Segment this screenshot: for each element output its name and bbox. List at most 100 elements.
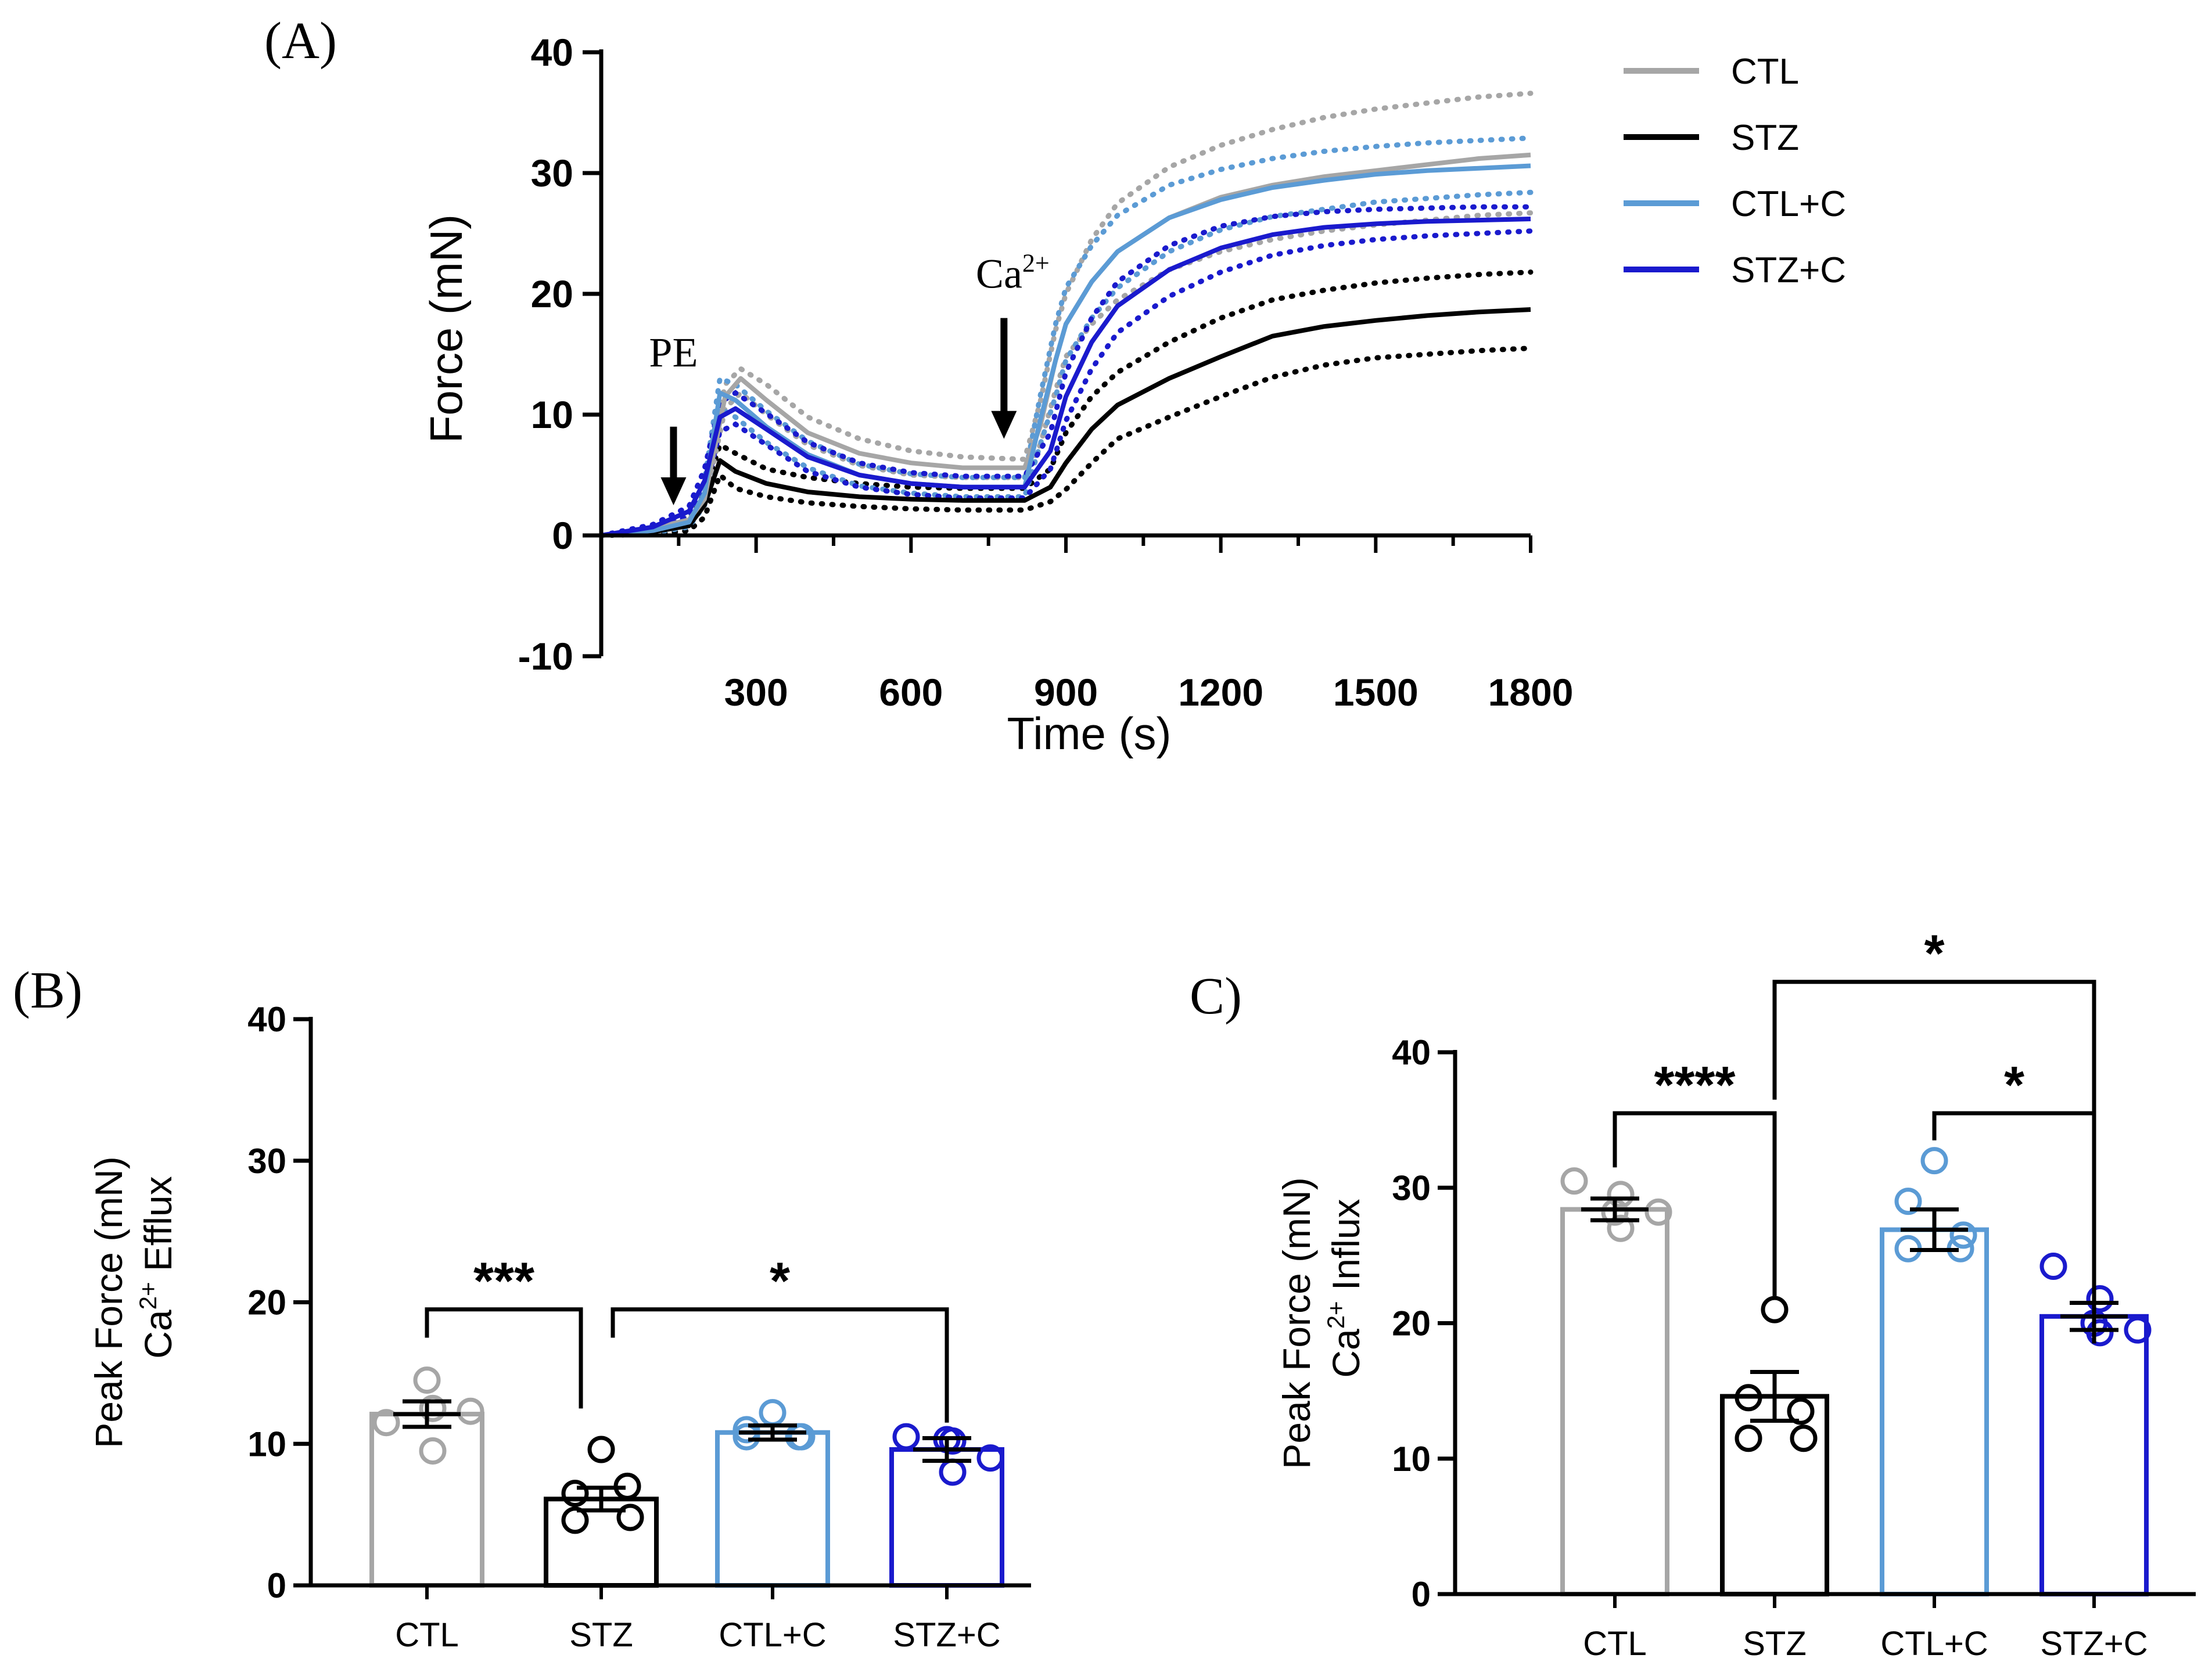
data-point-ctl xyxy=(413,1366,441,1394)
legend-label-ctl: CTL xyxy=(1731,52,1799,92)
y-tick-label: 10 xyxy=(531,393,573,436)
x-tick-label: 1500 xyxy=(1333,671,1419,714)
y-tick-label: 30 xyxy=(1392,1168,1431,1207)
bar-stz xyxy=(1720,1394,1829,1597)
bar-stz-plus-c xyxy=(2039,1314,2149,1596)
data-point-stz xyxy=(587,1436,615,1463)
bar-chart-panel-b: CTL STZ CTL+C STZ+C 0 10 20 30 40 Peak Force (mN)… xyxy=(87,1000,1031,1654)
data-point-stz-plus-c xyxy=(2086,1319,2114,1347)
legend-label-ctl-plus-c: CTL+C xyxy=(1731,184,1846,224)
bar-ctl-plus-c xyxy=(1880,1227,1989,1597)
x-tick-label: 1800 xyxy=(1488,671,1574,714)
data-point-stz xyxy=(1787,1397,1815,1425)
significance-bracket xyxy=(1613,1111,1777,1296)
data-point-ctl-plus-c xyxy=(759,1399,787,1427)
data-point-stz xyxy=(561,1480,589,1508)
significance-label: *** xyxy=(473,1253,534,1311)
lower-sem-line-stz xyxy=(598,346,1534,538)
y-tick-label: 0 xyxy=(1412,1575,1431,1614)
y-tick-label: 20 xyxy=(247,1283,286,1322)
annotation-label: Ca2+ xyxy=(976,249,1050,297)
bar-ctl-plus-c xyxy=(715,1430,830,1588)
y-axis-subtitle-part: Efflux xyxy=(137,1176,179,1282)
legend-label-stz: STZ xyxy=(1731,118,1799,158)
category-label-ctl: CTL xyxy=(1583,1625,1647,1663)
annotation-arrow-head xyxy=(660,477,687,505)
y-tick-label: 30 xyxy=(247,1142,286,1181)
y-axis-subtitle-part: Influx xyxy=(1324,1199,1367,1301)
y-axis-subtitle-part: Ca xyxy=(137,1310,179,1359)
y-tick-label: 0 xyxy=(552,514,573,557)
y-axis-title: Force (mN) xyxy=(421,214,472,443)
line-chart-panel-a: -10 0 10 20 30 40 300 600 900 1200 1500 1800 Time (s… xyxy=(421,31,1846,759)
mean-lines xyxy=(601,152,1531,538)
y-axis-subtitle: Ca2+ Efflux xyxy=(134,1176,179,1358)
annotation-arrow-head xyxy=(991,411,1017,439)
data-point-ctl xyxy=(457,1397,484,1425)
x-tick-label: 1200 xyxy=(1178,671,1263,714)
annotation-label: PE xyxy=(649,329,698,376)
bar-chart-panel-c: CTL STZ CTL+C STZ+C 0 10 20 30 40 Peak Force (mN)… xyxy=(1275,925,2196,1663)
y-tick-label: 40 xyxy=(247,1000,286,1039)
dotted-sem-lines xyxy=(598,91,1534,538)
significance-label: * xyxy=(1924,925,1944,983)
category-label-stz-plus-c: STZ+C xyxy=(2040,1625,2148,1663)
legend: CTL STZ CTL+C STZ+C xyxy=(1624,52,1846,290)
y-tick-label: 10 xyxy=(247,1425,286,1463)
mean-line-ctl xyxy=(601,152,1531,538)
x-tick-label: 900 xyxy=(1034,671,1098,714)
category-label-ctl: CTL xyxy=(395,1616,459,1654)
legend-label-stz-plus-c: STZ+C xyxy=(1731,250,1846,290)
data-point-ctl xyxy=(419,1394,447,1422)
data-point-stz-plus-c xyxy=(939,1427,967,1455)
category-label-stz-plus-c: STZ+C xyxy=(893,1616,1000,1654)
annotations-panel-a: PE Ca2+ xyxy=(649,249,1050,505)
x-tick-label: 300 xyxy=(724,671,788,714)
x-tick-label: 600 xyxy=(879,671,943,714)
lower-sem-line-stz-plus-c xyxy=(598,228,1534,538)
category-label-ctl-plus-c: CTL+C xyxy=(1880,1625,1988,1663)
y-tick-label: -10 xyxy=(518,635,573,678)
bar-ctl xyxy=(1560,1207,1669,1597)
y-axis-subtitle-superscript: 2+ xyxy=(134,1282,161,1310)
data-point-stz-plus-c xyxy=(976,1444,1004,1472)
category-label-stz: STZ xyxy=(569,1616,633,1654)
data-point-stz-plus-c xyxy=(2039,1253,2067,1280)
panel-label-a: (A) xyxy=(264,12,337,70)
mean-line-ctl-plus-c xyxy=(601,163,1531,538)
y-tick-label: 0 xyxy=(267,1566,286,1605)
data-point-ctl-plus-c xyxy=(1894,1188,1922,1215)
lower-sem-line-ctl-plus-c xyxy=(598,189,1534,538)
data-point-ctl xyxy=(1607,1214,1635,1242)
significance-label: * xyxy=(2004,1056,2024,1114)
data-point-ctl xyxy=(1560,1167,1588,1195)
y-tick-label: 20 xyxy=(531,272,573,315)
y-axis-title: Peak Force (mN) xyxy=(1275,1177,1318,1469)
y-axis-title: Peak Force (mN) xyxy=(87,1156,130,1448)
data-point-stz xyxy=(1790,1425,1818,1452)
data-point-ctl xyxy=(419,1437,447,1465)
data-point-ctl xyxy=(372,1409,400,1437)
data-point-stz-plus-c xyxy=(2124,1316,2152,1344)
y-axis-subtitle-part: Ca xyxy=(1324,1329,1367,1378)
upper-sem-line-ctl xyxy=(598,91,1534,538)
data-point-ctl xyxy=(1607,1181,1635,1208)
category-label-ctl-plus-c: CTL+C xyxy=(719,1616,826,1654)
panel-label-c: C) xyxy=(1190,967,1242,1025)
data-point-ctl-plus-c xyxy=(1949,1221,1977,1249)
data-point-ctl xyxy=(1644,1198,1672,1226)
annotation-superscript: 2+ xyxy=(1022,249,1050,278)
data-point-ctl-plus-c xyxy=(785,1423,813,1451)
category-label-stz: STZ xyxy=(1743,1625,1807,1663)
significance-bracket xyxy=(425,1307,583,1409)
data-point-stz-plus-c xyxy=(2086,1285,2114,1313)
mean-line-stz-plus-c xyxy=(601,217,1531,538)
y-tick-label: 40 xyxy=(531,31,573,74)
y-tick-label: 10 xyxy=(1392,1440,1431,1479)
data-point-stz-plus-c xyxy=(892,1423,920,1451)
data-point-stz xyxy=(1761,1296,1789,1323)
data-point-stz xyxy=(1735,1425,1762,1452)
significance-bracket xyxy=(1772,980,2096,1344)
data-point-ctl-plus-c xyxy=(1920,1147,1948,1175)
